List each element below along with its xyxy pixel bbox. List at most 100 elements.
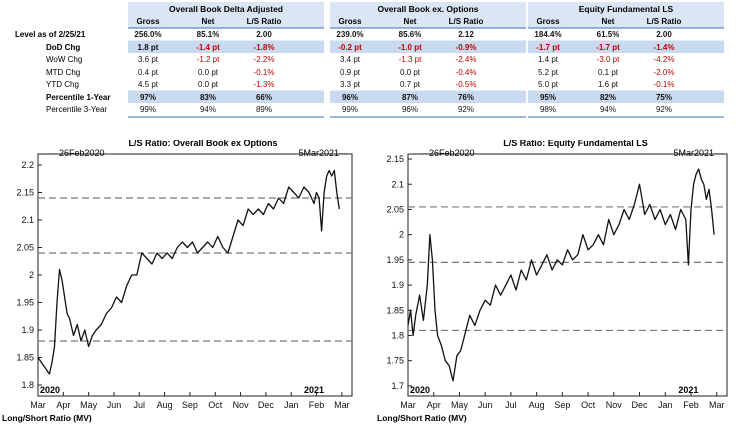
end-date-label: 5Mar2021— bbox=[298, 148, 348, 158]
table-cell: 256.0% bbox=[134, 30, 161, 39]
row-shade bbox=[128, 90, 324, 103]
y-tick-label: 2.05 bbox=[16, 243, 34, 253]
table-cell: 0.9 pt bbox=[340, 68, 361, 77]
y-tick-label: 2 bbox=[29, 270, 34, 280]
table-cell: 3.4 pt bbox=[340, 55, 361, 64]
table-cell: 94% bbox=[200, 105, 216, 114]
table-cell: 5.2 pt bbox=[538, 68, 559, 77]
table-cell: -1.7 pt bbox=[596, 43, 620, 52]
x-tick-label: Apr bbox=[427, 400, 441, 410]
column-header: L/S Ratio bbox=[247, 17, 282, 26]
table-cell: -0.1% bbox=[254, 68, 275, 77]
start-date-label: —26Feb2020 bbox=[420, 148, 475, 158]
table-cell: 87% bbox=[402, 93, 418, 102]
y-tick-label: 2.15 bbox=[16, 188, 34, 198]
series-line bbox=[407, 168, 715, 382]
table-cell: -0.4% bbox=[456, 68, 477, 77]
table-cell: -3.0 pt bbox=[597, 55, 620, 64]
y-tick-label: 1.8 bbox=[391, 331, 404, 341]
table-cell: 2.00 bbox=[656, 30, 672, 39]
table-cell: 1.8 pt bbox=[138, 43, 159, 52]
table-cell: -4.2% bbox=[654, 55, 675, 64]
table-cell: 92% bbox=[656, 105, 672, 114]
column-header: Gross bbox=[136, 17, 160, 26]
x-tick-label: Nov bbox=[606, 400, 623, 410]
chart-title: L/S Ratio: Overall Book ex Options bbox=[128, 140, 277, 148]
end-date-label: 5Mar2021— bbox=[673, 148, 723, 158]
table-cell: 92% bbox=[458, 105, 474, 114]
row-label: Percentile 3-Year bbox=[46, 105, 107, 114]
table-cell: 3.6 pt bbox=[138, 55, 159, 64]
row-label: MTD Chg bbox=[46, 68, 80, 77]
table-cell: -1.3 pt bbox=[399, 55, 422, 64]
x-tick-label: Feb bbox=[309, 400, 325, 410]
series-line bbox=[37, 169, 340, 375]
group-title: Equity Fundamental LS bbox=[579, 4, 674, 14]
x-tick-label: Jun bbox=[478, 400, 493, 410]
column-header: Gross bbox=[338, 17, 362, 26]
y-tick-label: 2 bbox=[399, 230, 404, 240]
x-tick-label: Dec bbox=[632, 400, 649, 410]
table-cell: 96% bbox=[342, 93, 358, 102]
y-tick-label: 2.1 bbox=[391, 179, 404, 189]
x-tick-label: Mar bbox=[30, 400, 46, 410]
table-cell: 85.6% bbox=[399, 30, 422, 39]
x-tick-label: Jul bbox=[134, 400, 146, 410]
table-cell: -1.3% bbox=[254, 80, 275, 89]
y-tick-label: 1.95 bbox=[386, 255, 404, 265]
table-cell: 66% bbox=[256, 93, 272, 102]
y-tick-label: 1.95 bbox=[16, 298, 34, 308]
x-tick-label: Jun bbox=[107, 400, 122, 410]
group-header-bg bbox=[330, 2, 526, 28]
x-tick-label: Feb bbox=[683, 400, 699, 410]
y-tick-label: 1.8 bbox=[21, 380, 34, 390]
row-shade bbox=[528, 40, 724, 53]
table-cell: 83% bbox=[200, 93, 216, 102]
table-cell: -0.5% bbox=[456, 80, 477, 89]
chart-title: L/S Ratio: Equity Fundamental LS bbox=[503, 140, 648, 148]
x-tick-label: May bbox=[80, 400, 98, 410]
table-cell: 89% bbox=[256, 105, 272, 114]
column-header: Net bbox=[202, 17, 215, 26]
x-tick-label: Jan bbox=[658, 400, 673, 410]
table-cell: -1.0 pt bbox=[398, 43, 422, 52]
plot-frame bbox=[37, 153, 353, 397]
y-tick-label: 2.1 bbox=[21, 215, 34, 225]
x-tick-label: Oct bbox=[581, 400, 596, 410]
x-axis-label: Long/Short Ratio (MV) bbox=[2, 413, 92, 423]
year-label-end: 2021 bbox=[678, 385, 698, 395]
row-shade bbox=[330, 40, 526, 53]
table-cell: -1.2 pt bbox=[197, 55, 220, 64]
group-title: Overall Book ex. Options bbox=[377, 4, 478, 14]
year-label-end: 2021 bbox=[304, 385, 324, 395]
start-date-label: —26Feb2020 bbox=[50, 148, 105, 158]
x-tick-label: Mar bbox=[709, 400, 725, 410]
x-tick-label: May bbox=[451, 400, 469, 410]
column-header: Net bbox=[404, 17, 417, 26]
y-tick-label: 1.85 bbox=[386, 305, 404, 315]
table-cell: -1.4 pt bbox=[196, 43, 220, 52]
column-header: L/S Ratio bbox=[449, 17, 484, 26]
table-cell: 94% bbox=[600, 105, 616, 114]
x-tick-label: Nov bbox=[233, 400, 250, 410]
row-label: DoD Chg bbox=[46, 43, 80, 52]
table-cell: 0.4 pt bbox=[138, 68, 159, 77]
table-cell: 2.00 bbox=[256, 30, 272, 39]
row-label: WoW Chg bbox=[46, 55, 82, 64]
table-cell: -1.8% bbox=[254, 43, 275, 52]
table-cell: 95% bbox=[540, 93, 556, 102]
table-cell: 3.3 pt bbox=[340, 80, 361, 89]
table-cell: 239.0% bbox=[336, 30, 363, 39]
x-tick-label: Jul bbox=[505, 400, 517, 410]
y-tick-label: 2.15 bbox=[386, 154, 404, 164]
table-cell: 98% bbox=[540, 105, 556, 114]
table-cell: 0.0 pt bbox=[198, 80, 219, 89]
table-cell: -1.7 pt bbox=[536, 43, 560, 52]
table-cell: 1.6 pt bbox=[598, 80, 619, 89]
plot-frame bbox=[407, 153, 728, 397]
table-cell: 99% bbox=[140, 105, 156, 114]
table-cell: -2.2% bbox=[254, 55, 275, 64]
x-tick-label: Jan bbox=[284, 400, 299, 410]
x-tick-label: Aug bbox=[157, 400, 173, 410]
row-label: Percentile 1-Year bbox=[46, 93, 110, 102]
